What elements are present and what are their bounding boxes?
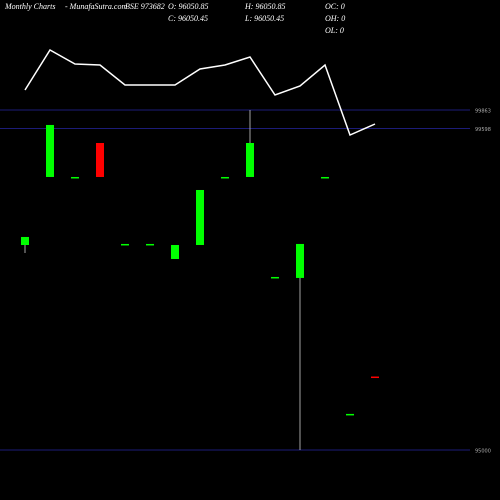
candle-body [246, 143, 254, 177]
y-tick-label: 99863 [475, 109, 491, 115]
low-label: L: 96050.45 [244, 14, 284, 23]
high-label: H: 96050.85 [244, 2, 285, 11]
candle-body [121, 243, 129, 246]
candle-body [221, 176, 229, 179]
ol-label: OL: 0 [325, 26, 344, 35]
y-tick-label: 99598 [475, 127, 491, 133]
price-line [24, 48, 376, 137]
candle-body [96, 143, 104, 177]
brand-label: - MunafaSutra.com [65, 2, 127, 11]
candle-body [171, 245, 179, 259]
candle-body [196, 189, 204, 246]
oh-label: OH: 0 [325, 14, 345, 23]
candle-body [296, 243, 304, 278]
candle-body [346, 413, 354, 416]
symbol-label: BSE 973682 [125, 2, 165, 11]
candle-body [271, 276, 279, 279]
candle-body [371, 376, 379, 379]
candle-body [46, 124, 54, 177]
open-label: O: 96050.85 [168, 2, 208, 11]
candle-body [146, 243, 154, 246]
candle-body [321, 176, 329, 179]
candle-body [71, 176, 79, 179]
y-tick-label: 95000 [475, 449, 491, 455]
candle-body [21, 236, 29, 246]
site-label: Monthly Charts [4, 2, 55, 11]
oc-label: OC: 0 [325, 2, 345, 11]
close-label: C: 96050.45 [168, 14, 208, 23]
